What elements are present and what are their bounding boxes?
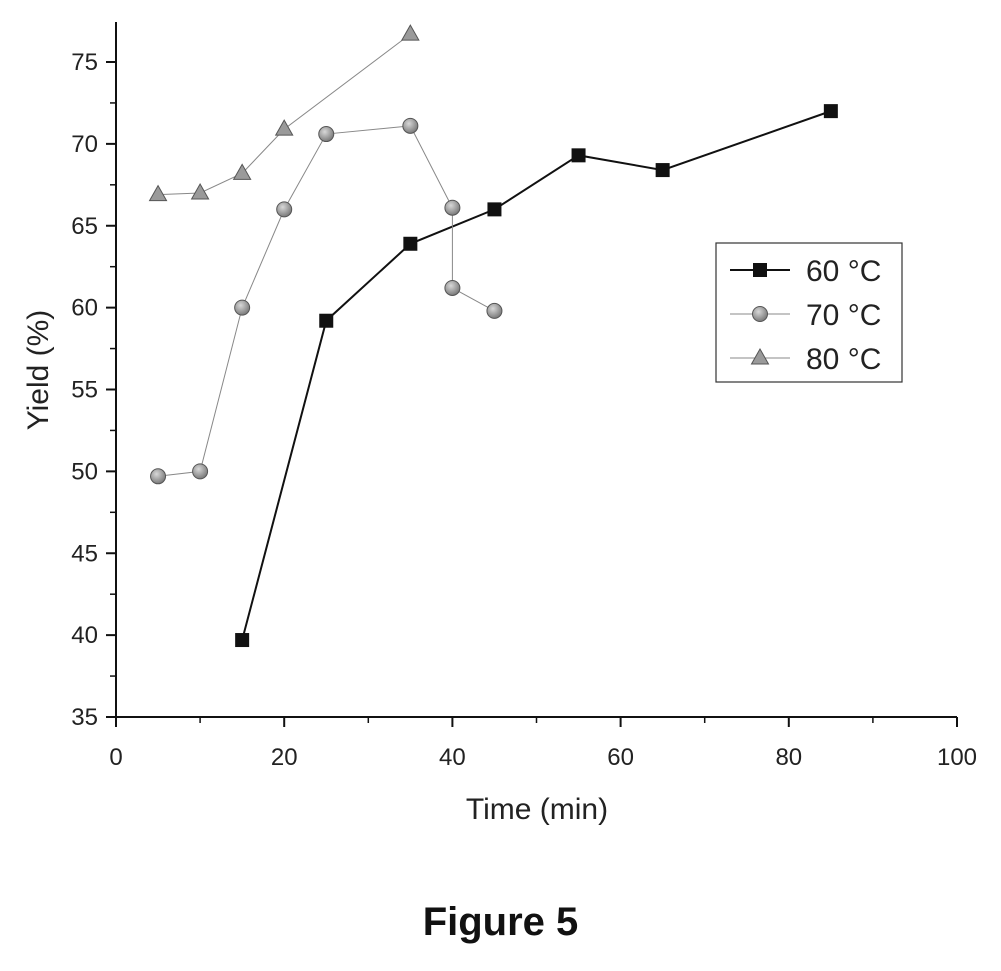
data-point: [276, 201, 293, 218]
legend-marker-circle: [752, 306, 768, 322]
data-point: [402, 117, 419, 134]
data-point: [655, 163, 670, 178]
series-square: [235, 104, 838, 648]
data-point: [319, 313, 334, 328]
x-tick-label: 60: [607, 744, 634, 771]
series-circle: [150, 117, 503, 485]
legend-label: 60 °C: [806, 255, 881, 288]
legend-marker-triangle: [750, 347, 770, 365]
data-point: [823, 104, 838, 119]
x-axis-title: Time (min): [466, 793, 608, 826]
series-layer: [148, 24, 838, 648]
legend-marker-square: [753, 263, 767, 277]
data-point: [444, 199, 461, 216]
data-point: [192, 463, 209, 480]
data-point: [232, 163, 252, 180]
x-tick-label: 80: [775, 744, 802, 771]
y-tick-label: 35: [71, 704, 98, 731]
series-line: [158, 33, 411, 196]
data-point: [235, 633, 250, 648]
legend-box: [715, 242, 903, 383]
y-tick-label: 40: [71, 622, 98, 649]
x-tick-label: 0: [109, 744, 122, 771]
data-point: [318, 126, 335, 143]
y-tick-label: 45: [71, 540, 98, 567]
x-ticks: 0 20 40 60 80 100: [109, 717, 977, 771]
legend-label: 70 °C: [806, 299, 881, 332]
data-point: [190, 182, 210, 200]
data-point: [234, 299, 251, 316]
y-axis-title: Yield (%): [22, 310, 55, 431]
data-point: [400, 24, 420, 41]
y-tick-label: 65: [71, 213, 98, 240]
legend: 60 °C 70 °C 80 °C: [715, 242, 903, 383]
data-point: [274, 119, 294, 136]
figure-caption: Figure 5: [422, 900, 579, 944]
y-tick-label: 60: [71, 295, 98, 322]
data-point: [444, 279, 461, 296]
series-triangle: [148, 24, 420, 202]
x-tick-label: 100: [937, 744, 977, 771]
y-ticks: 35 40 45 50 55 60 65 70 75: [71, 49, 116, 731]
data-point: [486, 302, 503, 319]
y-tick-label: 50: [71, 458, 98, 485]
data-point: [403, 236, 418, 251]
y-tick-label: 75: [71, 49, 98, 76]
y-tick-label: 55: [71, 377, 98, 404]
legend-label: 80 °C: [806, 343, 881, 376]
data-point: [148, 184, 168, 202]
data-point: [150, 468, 167, 485]
series-line: [157, 125, 495, 477]
x-tick-label: 40: [439, 744, 466, 771]
data-point: [571, 148, 586, 163]
yield-vs-time-chart: 0 20 40 60 80 100 35 40 45 50 55 60 65 70 75 Time (mi…: [22, 22, 977, 826]
x-tick-label: 20: [271, 744, 298, 771]
data-point: [487, 202, 502, 217]
y-tick-label: 70: [71, 131, 98, 158]
